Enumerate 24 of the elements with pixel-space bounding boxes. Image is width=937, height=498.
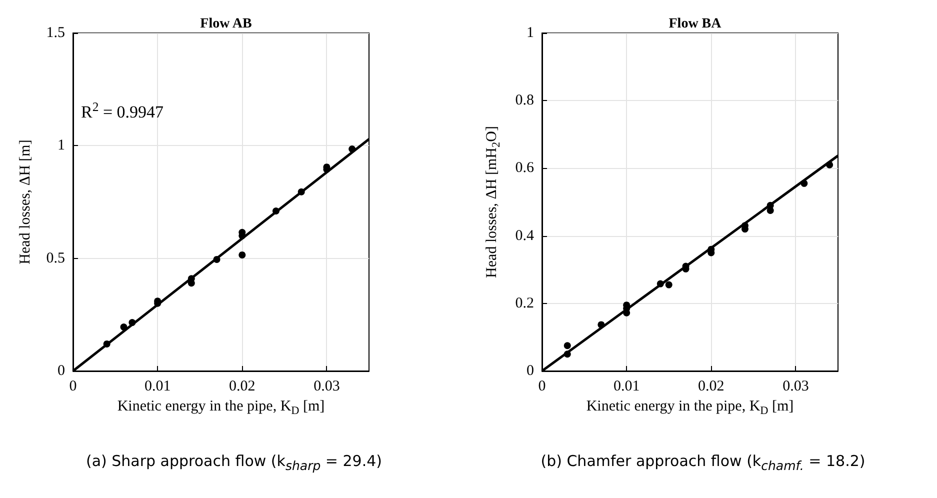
y-tick-label: 0.6 [515, 160, 534, 176]
y-tick-label: 1 [58, 138, 65, 154]
chart-title: Flow AB [200, 16, 252, 32]
text: (a) Sharp approach flow (k$_{sharp}$ = 29.4) [84, 452, 384, 473]
x-tick-label: 0.01 [144, 378, 171, 394]
x-tick-label: 0.02 [229, 378, 256, 394]
y-tick-label: 0 [58, 363, 65, 379]
chart-title: Flow BA [668, 16, 722, 32]
x-tick-label: 0 [69, 378, 77, 394]
text: (b) Chamfer approach flow (k$_{chamf.}$ = 18.2) [540, 452, 866, 473]
y-axis-title: Head losses, ΔH [mH2O] [484, 126, 502, 278]
y-tick-label: 1 [526, 25, 534, 41]
y-tick-label: 0.4 [515, 228, 534, 244]
y-tick-label: 0 [526, 363, 534, 379]
x-tick-label: 0 [538, 378, 546, 394]
y-tick-label: 0.2 [515, 295, 534, 312]
x-tick-label: 0.03 [782, 378, 809, 394]
x-tick-label: 0.03 [314, 378, 340, 394]
y-tick-label: 1.5 [46, 25, 65, 41]
y-tick-label: 0.8 [515, 92, 534, 109]
x-tick-label: 0.01 [613, 378, 640, 394]
x-tick-label: 0.02 [698, 378, 724, 394]
y-axis-title: Head losses, ΔH [m] [18, 140, 34, 264]
y-tick-label: 0.5 [46, 250, 65, 266]
